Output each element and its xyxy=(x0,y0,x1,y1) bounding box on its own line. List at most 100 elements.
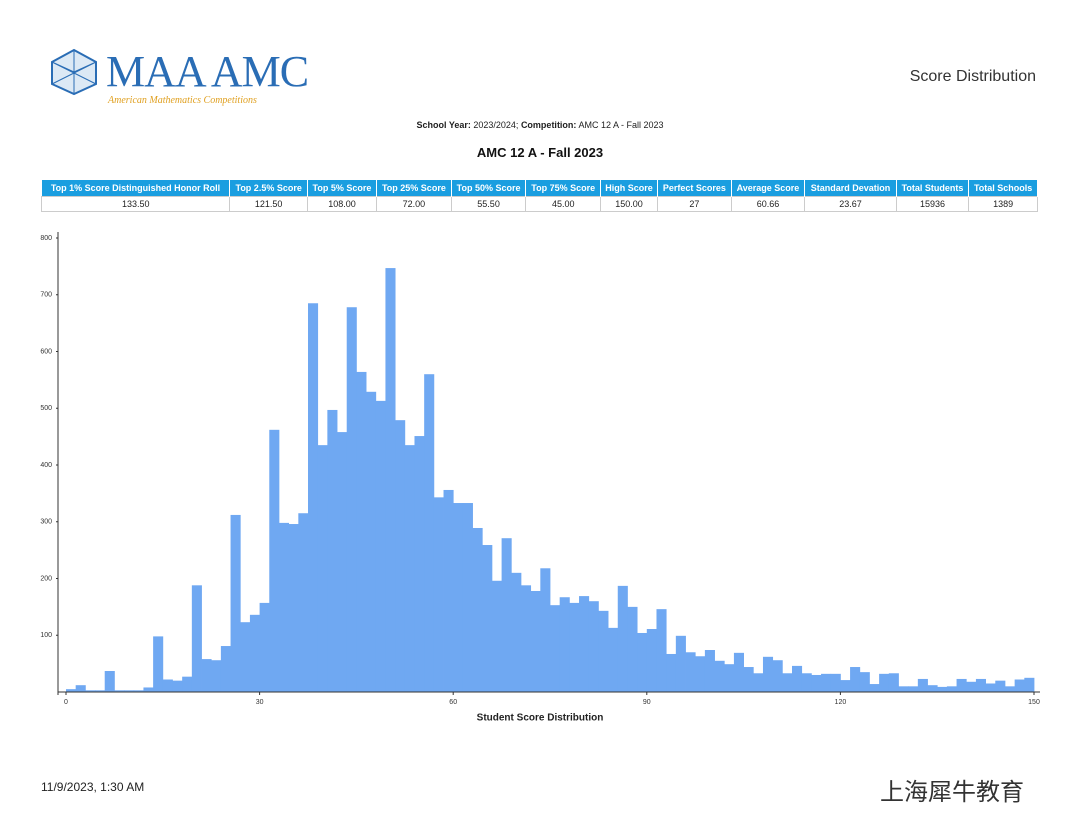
bar xyxy=(850,667,861,692)
table-cell: 108.00 xyxy=(306,196,378,212)
bar xyxy=(278,522,290,692)
bar xyxy=(762,656,774,692)
bar xyxy=(269,429,280,692)
column-header: Standard Devation xyxy=(804,180,897,197)
logo-subtitle: American Mathematics Competitions xyxy=(108,95,257,106)
bar xyxy=(240,622,251,692)
bar xyxy=(249,614,260,692)
bar xyxy=(879,673,890,692)
bar xyxy=(666,653,677,692)
bar xyxy=(927,685,938,692)
logo-icon xyxy=(51,48,97,96)
column-header: Total Schools xyxy=(968,180,1038,197)
bar xyxy=(395,420,406,692)
bar xyxy=(75,685,86,692)
bar xyxy=(1024,677,1035,692)
bar xyxy=(162,679,173,692)
bar xyxy=(317,445,328,692)
bar xyxy=(675,635,686,692)
bar xyxy=(298,513,309,692)
bar xyxy=(637,632,648,692)
page-title: Score Distribution xyxy=(909,68,1036,85)
bar xyxy=(772,660,783,692)
bar xyxy=(211,660,222,692)
bar xyxy=(259,602,270,692)
table-cell: 60.66 xyxy=(730,196,806,212)
bar xyxy=(124,690,135,692)
bar xyxy=(811,674,822,692)
bar xyxy=(337,432,348,692)
bar xyxy=(433,497,444,692)
bar xyxy=(114,690,125,692)
info-value: AMC 12 A - Fall 2023 xyxy=(578,120,664,130)
table-cell: 23.67 xyxy=(804,196,897,212)
bar xyxy=(182,676,193,692)
bar xyxy=(966,681,977,692)
bar xyxy=(85,690,96,692)
y-tick-label: 500 xyxy=(40,405,52,412)
table-cell: 55.50 xyxy=(450,196,527,212)
bar xyxy=(579,596,590,692)
bar xyxy=(462,503,473,692)
bar xyxy=(511,572,522,692)
stats-table: Top 1% Score Distinguished Honor Roll Top… xyxy=(40,180,1038,212)
bar xyxy=(869,684,880,692)
table-cell: 121.50 xyxy=(229,196,308,212)
y-tick-label: 200 xyxy=(40,575,52,582)
bar xyxy=(491,580,502,692)
bar xyxy=(559,597,570,692)
bar xyxy=(424,374,435,692)
bar xyxy=(908,686,919,692)
bar xyxy=(1004,686,1016,692)
bar xyxy=(1014,679,1025,692)
table-cell: 1389 xyxy=(968,196,1038,212)
bar xyxy=(550,605,561,692)
bar xyxy=(782,673,793,692)
x-axis-label: Student Score Distribution xyxy=(477,713,604,724)
bar xyxy=(830,673,841,692)
bar xyxy=(453,503,464,692)
bar xyxy=(327,409,338,692)
bar xyxy=(685,652,696,692)
bar xyxy=(888,673,899,692)
bar xyxy=(220,646,231,692)
bar xyxy=(627,606,638,692)
bar xyxy=(143,687,154,692)
chart-title: AMC 12 A - Fall 2023 xyxy=(476,145,604,160)
bar xyxy=(598,610,609,692)
bar xyxy=(646,629,657,692)
bar xyxy=(95,690,106,692)
bar xyxy=(975,678,986,692)
table-cell: 45.00 xyxy=(525,196,602,212)
table-cell: 27 xyxy=(656,196,732,212)
chart: Student Score Distribution 1002003004005… xyxy=(40,232,1040,724)
bar xyxy=(743,667,754,692)
bar xyxy=(946,686,957,692)
info-value: 2023/2024; xyxy=(473,120,519,130)
column-header: Average Score xyxy=(731,180,806,197)
bar xyxy=(801,673,812,692)
bar xyxy=(191,585,202,692)
bar xyxy=(540,568,551,692)
bar xyxy=(356,371,367,692)
table-row: 133.50 121.50 108.00 72.00 55.50 45.00 150.00 2… xyxy=(40,196,1038,212)
y-tick-label: 100 xyxy=(40,632,52,639)
header-row: Top 1% Score Distinguished Honor Roll Top… xyxy=(41,180,1038,197)
watermark: 上海犀牛教育 xyxy=(880,779,1024,806)
table-cell: 15936 xyxy=(895,196,970,212)
column-header: High Score xyxy=(600,180,658,197)
bar xyxy=(792,665,803,692)
bar xyxy=(656,609,667,692)
bar xyxy=(617,585,628,692)
bar xyxy=(588,601,599,692)
timestamp: 11/9/2023, 1:30 AM xyxy=(41,780,145,794)
bar xyxy=(288,524,299,692)
info-label: Competition: xyxy=(520,120,577,130)
x-tick-label: 30 xyxy=(256,699,264,706)
column-header: Top 1% Score Distinguished Honor Roll xyxy=(41,180,231,197)
x-tick-label: 60 xyxy=(449,699,457,706)
bar xyxy=(501,538,512,692)
x-tick-label: 90 xyxy=(643,699,651,706)
bar xyxy=(346,307,357,692)
y-tick-label: 700 xyxy=(40,292,52,299)
